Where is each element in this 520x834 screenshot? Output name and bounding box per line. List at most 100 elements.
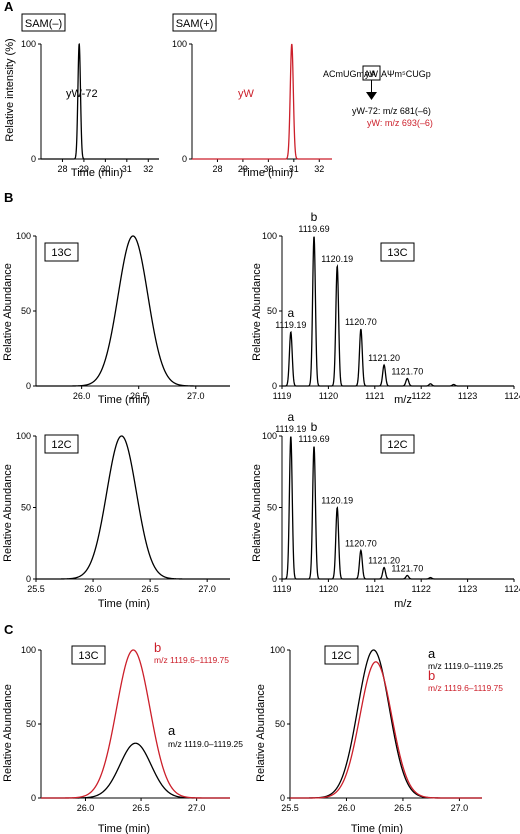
- chart-b-13c-mass-spectrum: 1119 1120 1121 1122 1123 1124 0 50 100 1119.19a 11…: [262, 210, 520, 401]
- peak-mz-label: 1119.19: [275, 320, 306, 330]
- x-tick-label: 29: [238, 164, 248, 174]
- c13c-isotope-label: 13C: [78, 650, 98, 662]
- chart-b-12c-chromatogram: 25.5 26.0 26.5 27.0 0 50 100: [16, 431, 230, 594]
- x-tick-label: 1121: [365, 584, 384, 594]
- y-tick-label: 100: [172, 39, 187, 49]
- series-line-0: [36, 235, 230, 387]
- y-tick-label: 50: [26, 719, 36, 729]
- y-tick-label: 100: [21, 645, 36, 655]
- x-tick-label: 27.0: [451, 803, 469, 813]
- panel-a-ylabel: Relative intensity (%): [4, 38, 16, 141]
- c12c-xlabel: Time (min): [351, 823, 403, 834]
- y-tick-label: 0: [280, 793, 285, 803]
- x-tick-label: 31: [289, 164, 299, 174]
- y-tick-label: 50: [275, 719, 285, 729]
- chart-c-12c: 25.5 26.0 26.5 27.0 0 50 100: [270, 645, 482, 813]
- b13c-ms-isotope-label: 13C: [387, 247, 407, 259]
- mass-label-yw72: yW-72: m/z 681(–6): [352, 106, 431, 116]
- peak-mz-label: 1121.70: [391, 367, 423, 377]
- x-tick-label: 1121: [365, 391, 384, 401]
- panel-letter-c: C: [4, 622, 14, 637]
- x-tick-label: 25.5: [281, 803, 299, 813]
- peak-letter-b: b: [311, 210, 318, 224]
- b12c-ms-ylabel: Relative Abundance: [251, 464, 263, 562]
- x-tick-label: 26.0: [338, 803, 356, 813]
- mass-label-yw: yW: m/z 693(–6): [367, 118, 433, 128]
- c12c-isotope-box: [324, 645, 359, 665]
- y-tick-label: 0: [272, 574, 277, 584]
- series-line-0: [192, 43, 332, 160]
- sam-plus-box: [172, 13, 217, 32]
- series-line-0: [282, 436, 514, 580]
- x-tick-label: 26.5: [394, 803, 412, 813]
- x-tick-label: 27.0: [198, 584, 216, 594]
- y-tick-label: 50: [267, 306, 277, 316]
- y-tick-label: 0: [31, 154, 36, 164]
- y-tick-label: 50: [21, 503, 31, 513]
- x-tick-label: 1119: [273, 584, 292, 594]
- x-tick-label: 26.5: [132, 803, 150, 813]
- y-tick-label: 100: [16, 231, 31, 241]
- x-tick-label: 27.0: [188, 803, 206, 813]
- c12c-letter-a: a: [428, 646, 436, 661]
- series-line-b: [41, 649, 230, 799]
- y-tick-label: 100: [262, 231, 277, 241]
- peak-mz-label: 1120.19: [321, 254, 353, 264]
- peak-letter-a: a: [287, 306, 294, 320]
- x-tick-label: 25.5: [27, 584, 45, 594]
- peak-letter-b: b: [311, 420, 318, 434]
- chart-a-sam-plus: 28 29 30 31 32 0 100: [172, 39, 332, 174]
- c12c-letter-b: b: [428, 668, 435, 683]
- x-tick-label: 1123: [458, 584, 477, 594]
- y-tick-label: 100: [262, 431, 277, 441]
- b13c-chrom-isotope-label: 13C: [51, 247, 71, 259]
- x-tick-label: 1124: [504, 584, 520, 594]
- peak-mz-label: 1120.19: [321, 496, 353, 506]
- x-tick-label: 26.5: [141, 584, 159, 594]
- panel-a-left-xlabel: Time (min): [71, 167, 123, 179]
- peak-letter-a: a: [287, 410, 294, 424]
- x-tick-label: 32: [314, 164, 324, 174]
- y-tick-label: 100: [21, 39, 36, 49]
- x-tick-label: 32: [143, 164, 153, 174]
- x-tick-label: 26.0: [77, 803, 95, 813]
- panel-a-right-xlabel: Time (min): [241, 167, 293, 179]
- x-tick-label: 1124: [504, 391, 520, 401]
- x-tick-label: 1119: [273, 391, 292, 401]
- b13c-chrom-xlabel: Time (min): [98, 394, 150, 406]
- sequence-left: ACmUGmAA: [323, 69, 376, 79]
- x-tick-label: 26.5: [130, 391, 148, 401]
- peak-mz-label: 1121.70: [391, 563, 423, 573]
- x-tick-label: 30: [100, 164, 110, 174]
- sequence-arrow-head: [366, 92, 377, 100]
- b12c-ms-isotope-box: [380, 434, 415, 454]
- b12c-ms-xlabel: m/z: [394, 598, 412, 610]
- c13c-range-a: m/z 1119.0–1119.25: [168, 739, 243, 749]
- b12c-chrom-isotope-box: [44, 434, 79, 454]
- y-tick-label: 50: [267, 503, 277, 513]
- x-tick-label: 26.0: [84, 584, 102, 594]
- peak-mz-label: 1120.70: [345, 317, 377, 327]
- panel-letter-a: A: [4, 0, 14, 14]
- b13c-ms-isotope-box: [380, 242, 415, 262]
- x-tick-label: 26.0: [73, 391, 91, 401]
- b13c-ms-ylabel: Relative Abundance: [251, 263, 263, 361]
- x-tick-label: 27.0: [187, 391, 205, 401]
- x-tick-label: 29: [79, 164, 89, 174]
- c13c-letter-a: a: [168, 723, 176, 738]
- b13c-chrom-isotope-box: [44, 242, 79, 262]
- x-tick-label: 1123: [458, 391, 477, 401]
- sequence-right: AΨm⁵CUGp: [381, 69, 431, 79]
- panel-letter-b: B: [4, 190, 13, 205]
- x-tick-label: 31: [122, 164, 132, 174]
- y-tick-label: 100: [270, 645, 285, 655]
- c13c-ylabel: Relative Abundance: [2, 684, 14, 782]
- sam-minus-label: SAM(–): [25, 18, 62, 30]
- peak-mz-label: 1121.20: [368, 556, 400, 566]
- c12c-range-b: m/z 1119.6–1119.75: [428, 683, 503, 693]
- y-tick-label: 50: [21, 306, 31, 316]
- x-tick-label: 1120: [319, 391, 338, 401]
- y-tick-label: 0: [182, 154, 187, 164]
